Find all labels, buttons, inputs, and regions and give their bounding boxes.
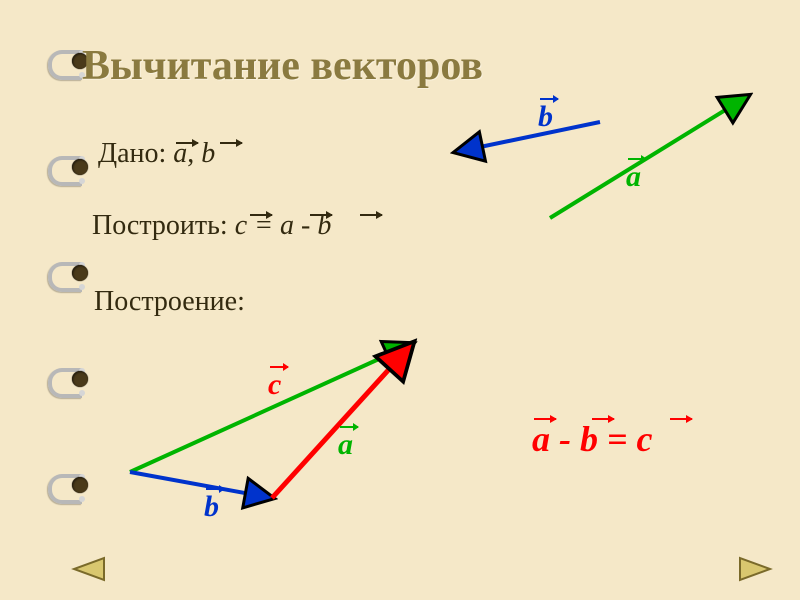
- label-a-top: a: [626, 160, 641, 194]
- given-prefix: Дано:: [98, 138, 173, 169]
- given-b: b: [201, 138, 215, 169]
- vector-a-top: [550, 96, 748, 218]
- construct-line: Построить: c = a - b: [92, 210, 331, 242]
- label-c-bottom: c: [268, 368, 281, 402]
- vector-overline-icon: [310, 214, 332, 216]
- vector-a-bottom: [130, 344, 412, 472]
- label-a-bottom: a: [338, 428, 353, 462]
- binder-ring: [52, 468, 92, 502]
- construct-a: a: [280, 210, 294, 241]
- construct-prefix: Построить:: [92, 210, 235, 241]
- vector-overline-icon: [592, 418, 614, 420]
- vector-overline-icon: [534, 418, 556, 420]
- vector-b-bottom: [130, 472, 272, 498]
- result-formula: a - b = c: [532, 418, 652, 460]
- slide-page: Вычитание векторов Дано: a, b Построить:…: [0, 0, 800, 600]
- arrow-right-icon: [738, 554, 774, 584]
- binder-ring: [52, 256, 92, 290]
- label-b-bottom: b: [204, 490, 219, 524]
- vector-overline-icon: [220, 142, 242, 144]
- label-b-top: b: [538, 100, 553, 134]
- vector-overline-icon: [670, 418, 692, 420]
- construct-c: c: [235, 210, 247, 241]
- formula-text: a - b = c: [532, 419, 652, 459]
- slide-title: Вычитание векторов: [82, 42, 483, 90]
- vector-overline-icon: [176, 142, 198, 144]
- arrow-left-icon: [70, 554, 106, 584]
- vector-c-bottom: [272, 344, 412, 498]
- binder-ring: [52, 150, 92, 184]
- given-line: Дано: a, b: [98, 138, 215, 170]
- binder-ring: [52, 362, 92, 396]
- construction-label: Построение:: [94, 286, 245, 318]
- vector-overline-icon: [360, 214, 382, 216]
- next-slide-button[interactable]: [738, 554, 774, 584]
- prev-slide-button[interactable]: [70, 554, 106, 584]
- vector-overline-icon: [250, 214, 272, 216]
- vector-b-top: [456, 122, 600, 152]
